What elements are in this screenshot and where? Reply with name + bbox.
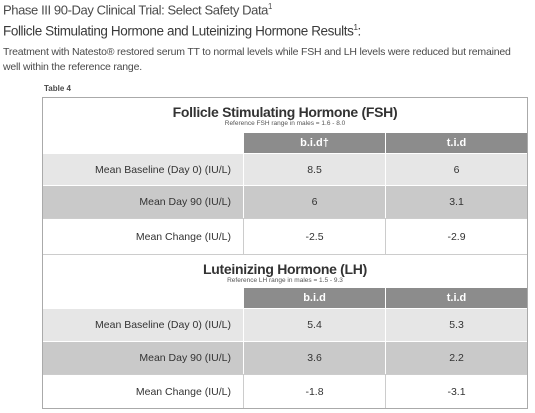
- value-cell: 5.3: [385, 308, 527, 341]
- subtitle-text: Follicle Stimulating Hormone and Luteini…: [3, 23, 354, 39]
- page-title: Phase III 90-Day Clinical Trial: Select …: [3, 2, 272, 17]
- subtitle-end: :: [357, 23, 362, 39]
- section-header: Follicle Stimulating Hormone (FSH) Refere…: [43, 98, 527, 132]
- value-cell: -2.9: [385, 218, 527, 254]
- row-label: Mean Day 90 (IU/L): [43, 341, 243, 374]
- column-header-row: b.i.d t.i.d: [43, 287, 527, 308]
- row-label: Mean Baseline (Day 0) (IU/L): [43, 308, 243, 341]
- table-row: Mean Day 90 (IU/L) 6 3.1: [43, 185, 527, 218]
- footnote-ref: 1: [268, 2, 272, 11]
- row-label: Mean Change (IU/L): [43, 218, 243, 254]
- value-cell: -1.8: [243, 374, 385, 408]
- column-header: b.i.d†: [243, 132, 385, 153]
- table-label: Table 4: [44, 84, 71, 93]
- column-header: t.i.d: [385, 132, 527, 153]
- column-header-row: b.i.d† t.i.d: [43, 132, 527, 153]
- section-note: Reference FSH range in males = 1.6 - 8.0: [224, 120, 346, 127]
- value-cell: 8.5: [243, 153, 385, 185]
- section-title: Luteinizing Hormone (LH): [203, 261, 367, 277]
- value-cell: -2.5: [243, 218, 385, 254]
- table-row: Mean Baseline (Day 0) (IU/L) 8.5 6: [43, 153, 527, 185]
- value-cell: 3.1: [385, 185, 527, 218]
- value-cell: 3.6: [243, 341, 385, 374]
- section-header: Luteinizing Hormone (LH) Reference LH ran…: [43, 254, 527, 287]
- section-title: Follicle Stimulating Hormone (FSH): [172, 104, 398, 120]
- value-cell: 6: [243, 185, 385, 218]
- table-row: Mean Change (IU/L) -2.5 -2.9: [43, 218, 527, 254]
- footnote-ref: 1: [353, 23, 358, 32]
- value-cell: 6: [385, 153, 527, 185]
- row-label: Mean Baseline (Day 0) (IU/L): [43, 153, 243, 185]
- subtitle: Follicle Stimulating Hormone and Luteini…: [3, 23, 361, 39]
- table-row: Mean Baseline (Day 0) (IU/L) 5.4 5.3: [43, 308, 527, 341]
- blank-cell: [43, 287, 243, 308]
- row-label: Mean Change (IU/L): [43, 374, 243, 408]
- column-header: t.i.d: [385, 287, 527, 308]
- table-row: Mean Day 90 (IU/L) 3.6 2.2: [43, 341, 527, 374]
- title-text: Phase III 90-Day Clinical Trial: Select …: [3, 2, 269, 18]
- value-cell: 2.2: [385, 341, 527, 374]
- value-cell: -3.1: [385, 374, 527, 408]
- column-header: b.i.d: [243, 287, 385, 308]
- value-cell: 5.4: [243, 308, 385, 341]
- section-note: Reference LH range in males = 1.5 - 9.3: [227, 277, 343, 284]
- table: Follicle Stimulating Hormone (FSH) Refere…: [42, 97, 528, 409]
- description: Treatment with Natesto® restored serum T…: [3, 46, 511, 73]
- row-label: Mean Day 90 (IU/L): [43, 185, 243, 218]
- blank-cell: [43, 132, 243, 153]
- table-row: Mean Change (IU/L) -1.8 -3.1: [43, 374, 527, 408]
